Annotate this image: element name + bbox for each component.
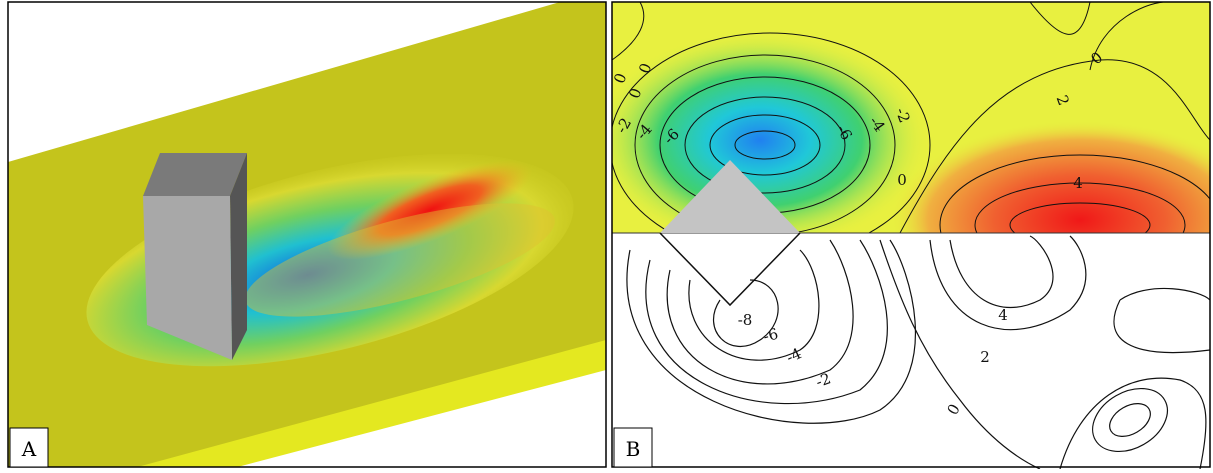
contour-label: 4 <box>998 306 1008 324</box>
figure: A <box>0 0 1213 469</box>
contour-label: 4 <box>1073 174 1083 192</box>
contour-label: 2 <box>980 348 990 366</box>
contour-label: -8 <box>738 311 753 329</box>
panel-label: A <box>21 437 37 461</box>
panel-label: B <box>626 437 641 461</box>
panel-a <box>8 2 606 469</box>
contour-label: 0 <box>897 171 907 189</box>
